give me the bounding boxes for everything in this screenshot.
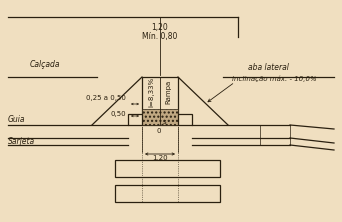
Text: 0,25 a 0,50: 0,25 a 0,50 xyxy=(86,95,126,101)
Text: 1,20: 1,20 xyxy=(152,155,168,161)
Text: aba lateral: aba lateral xyxy=(248,63,289,71)
Bar xyxy=(178,114,192,125)
Text: Sarjeta: Sarjeta xyxy=(8,137,35,145)
Text: 0,50: 0,50 xyxy=(110,111,126,117)
Text: 1,20: 1,20 xyxy=(152,23,168,32)
Bar xyxy=(142,77,178,125)
Text: Rampa: Rampa xyxy=(165,80,171,104)
Bar xyxy=(128,114,142,125)
Text: i=8,33%: i=8,33% xyxy=(148,77,154,107)
Text: Calçada: Calçada xyxy=(30,59,61,69)
Text: s: s xyxy=(162,119,166,125)
Text: Mín. 0,80: Mín. 0,80 xyxy=(142,32,178,41)
Text: 0: 0 xyxy=(157,128,161,134)
Bar xyxy=(142,109,178,125)
Text: inclinação máx. - 10,0%: inclinação máx. - 10,0% xyxy=(232,76,317,82)
Bar xyxy=(115,185,220,202)
Text: Guia: Guia xyxy=(8,115,26,123)
Bar xyxy=(115,160,220,177)
